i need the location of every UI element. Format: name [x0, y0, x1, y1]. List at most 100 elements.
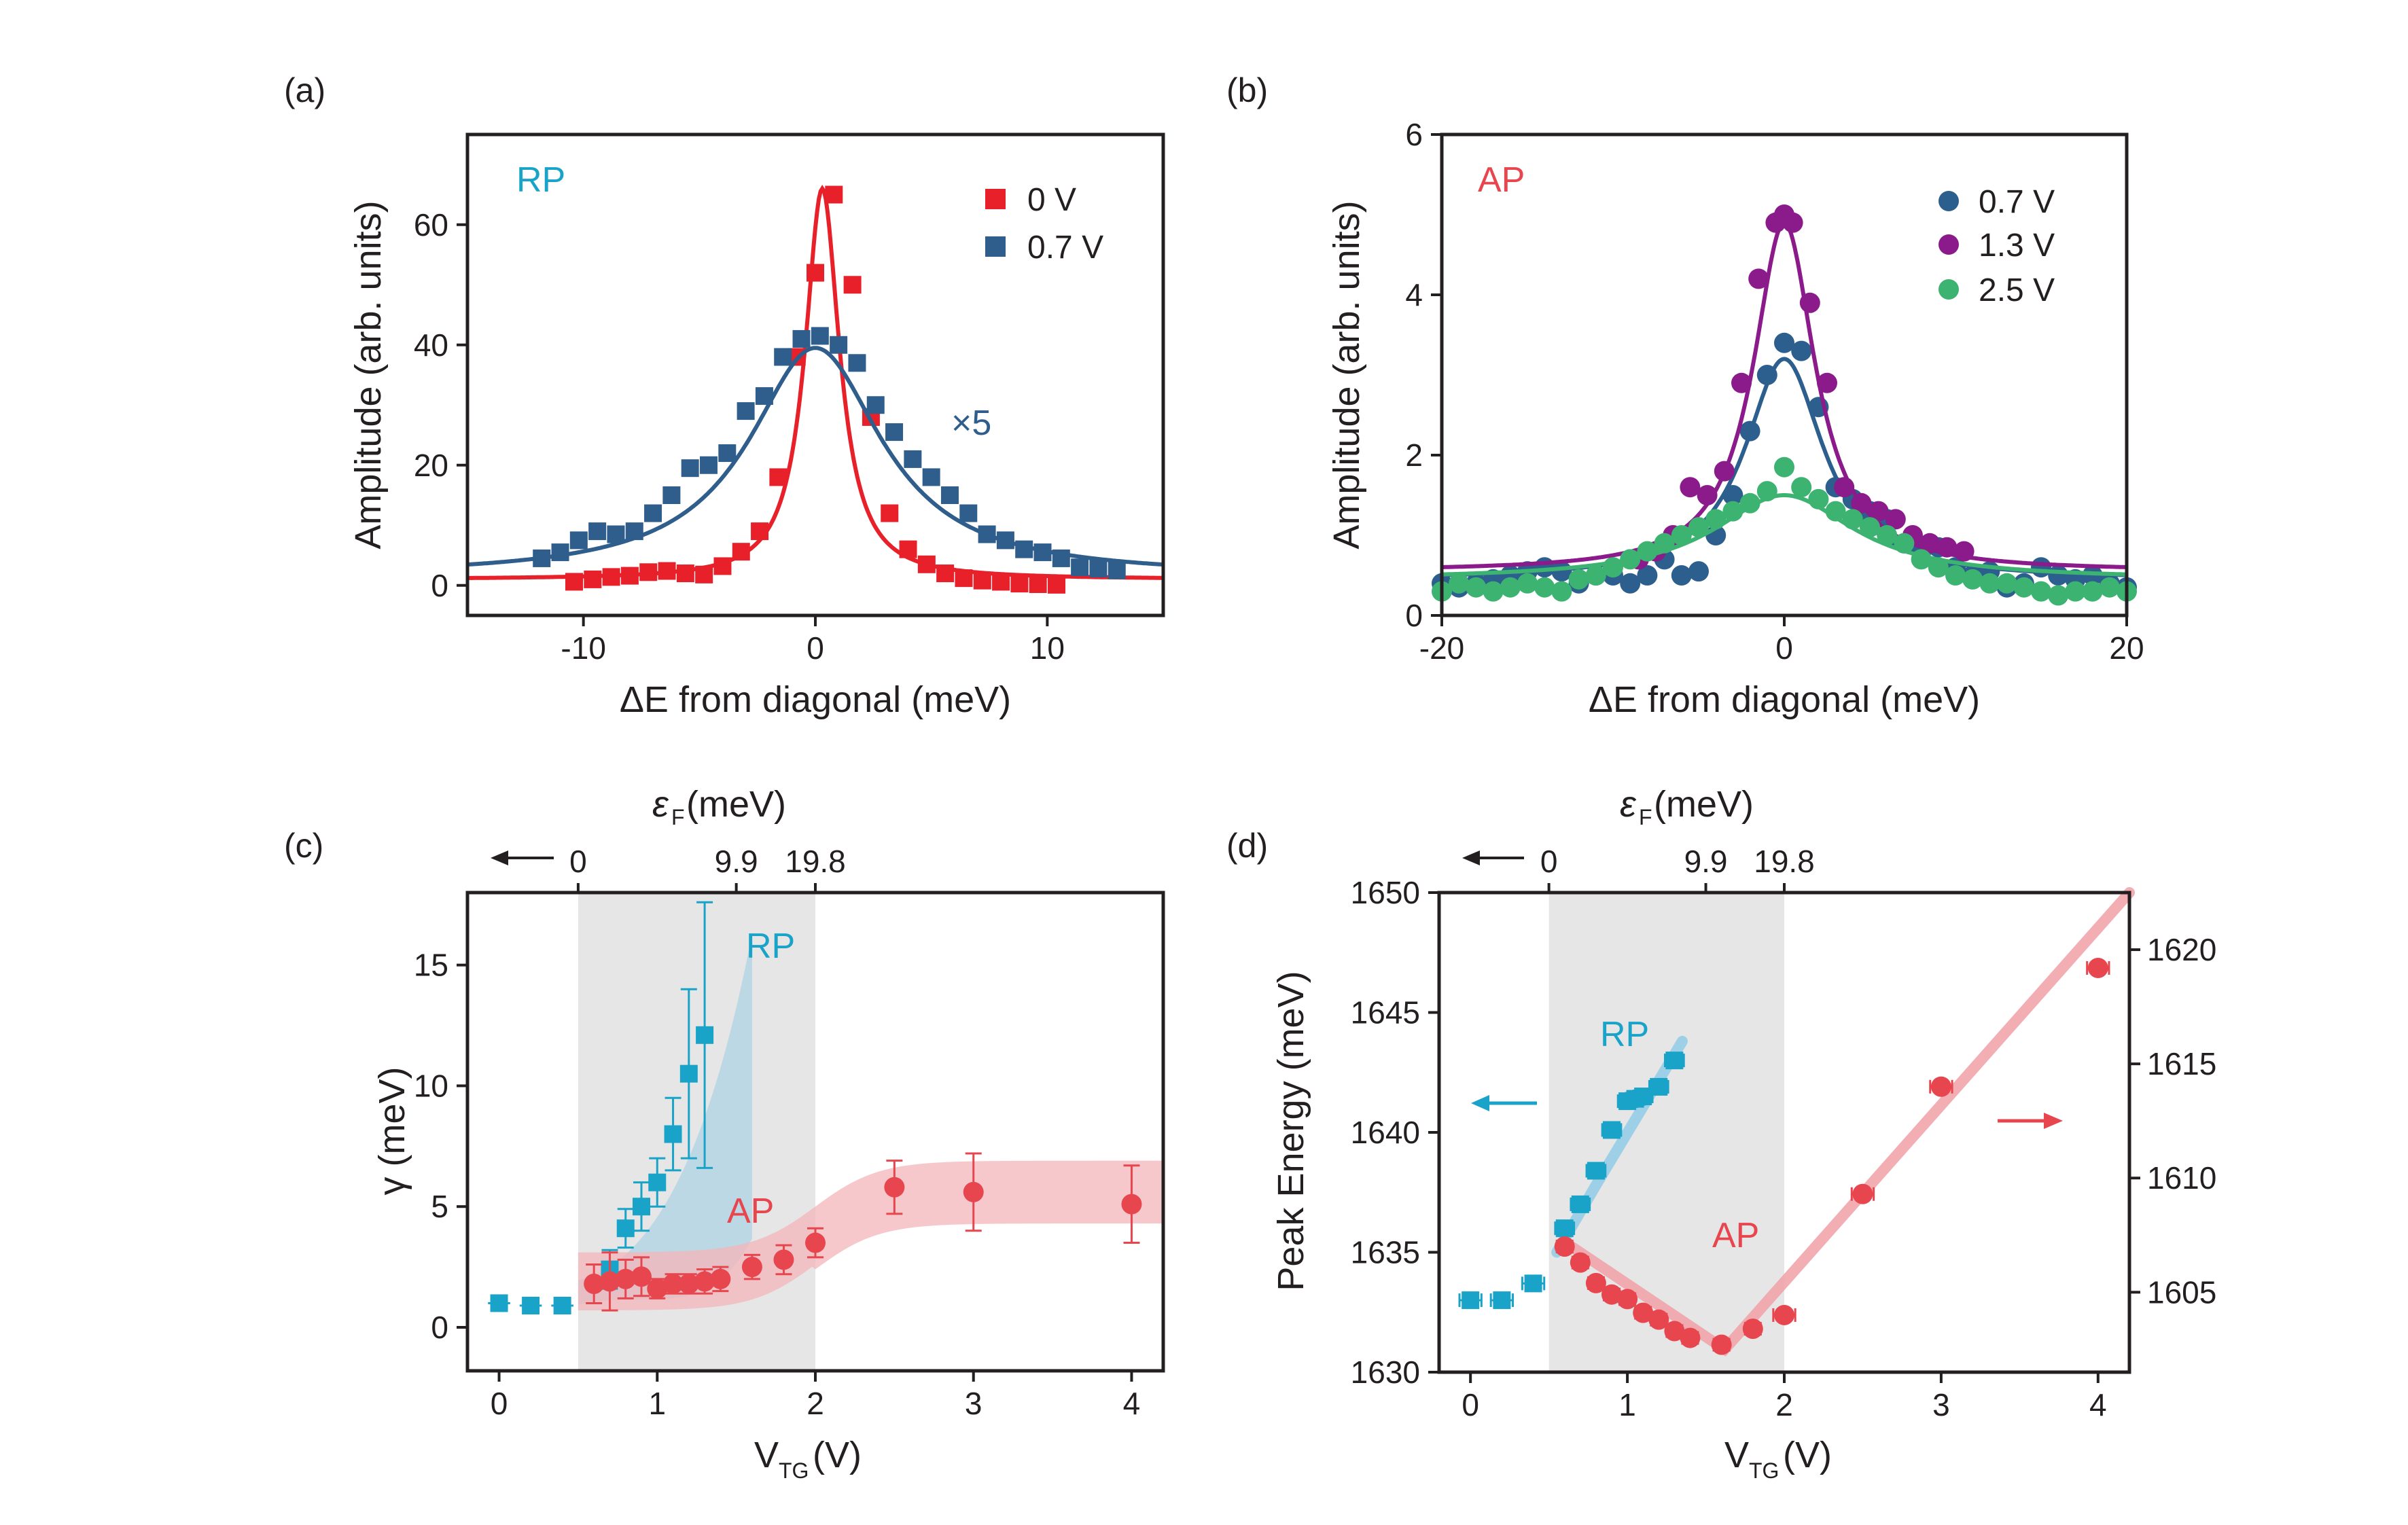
legend-marker-13v — [1938, 234, 1959, 255]
x-tick-label: 1 — [1618, 1387, 1636, 1422]
data-point-0.7V — [569, 531, 588, 550]
panel-c-xlabel-unit: (V) — [813, 1435, 862, 1475]
panel-c-xlabel: V TG (V) — [754, 1435, 862, 1483]
data-point-1.3V — [1868, 501, 1889, 522]
panel-d-rp-axis-arrow — [1471, 1095, 1537, 1111]
data-point-AP — [1680, 1327, 1701, 1348]
y-tick-label: 0 — [431, 568, 448, 603]
data-point-0.7V — [996, 531, 1014, 550]
data-point-RP — [1571, 1195, 1589, 1213]
panel-d-xlabel-sub: TG — [1749, 1458, 1779, 1483]
x-tick-label: -10 — [561, 630, 605, 666]
data-point-2.5V — [1483, 581, 1504, 602]
data-point-2.5V — [1585, 565, 1606, 586]
data-point-2.5V — [1996, 573, 2017, 594]
panel-a-mode-label: RP — [516, 160, 565, 200]
y-tick-label: 0 — [431, 1310, 448, 1345]
data-point-0.7V — [1015, 540, 1033, 558]
panel-c-label: (c) — [284, 827, 323, 865]
panel-b-label: (b) — [1226, 71, 1268, 109]
data-point-2.5V — [1637, 541, 1658, 562]
data-point-2.5V — [1945, 565, 1966, 586]
y-tick-label: 1635 — [1351, 1235, 1420, 1270]
x-tick-label: 4 — [2089, 1387, 2107, 1422]
data-point-AP — [741, 1257, 762, 1278]
shaded-region — [1548, 893, 1784, 1372]
panel-b-legend: 0.7 V 1.3 V 2.5 V — [1938, 184, 2055, 308]
y-tick-label: 4 — [1405, 277, 1423, 312]
y-tick-label: 0 — [1405, 598, 1423, 633]
data-point-2.5V — [2031, 581, 2051, 602]
data-point-RP — [1462, 1291, 1480, 1310]
data-point-AP — [694, 1271, 715, 1292]
panel-c-axes: 0 1 2 3 4 0 5 10 15 0 9.9 19.8 — [414, 844, 1140, 1421]
data-point-0.7V — [681, 459, 699, 478]
data-point-2.5V — [1979, 573, 2000, 594]
data-point-AP — [1648, 1309, 1669, 1330]
data-point-2.5V — [2065, 581, 2086, 602]
data-point-0.7V — [737, 402, 755, 420]
data-point-0.7V — [1089, 559, 1108, 577]
data-point-1.3V — [1851, 492, 1872, 514]
data-point-2.5V — [1894, 533, 1915, 554]
data-point-0V — [992, 573, 1010, 591]
data-point-2.5V — [1739, 492, 1760, 514]
panel-b-ylabel: Amplitude (arb. units) — [1326, 200, 1367, 549]
data-point-1.3V — [1731, 372, 1752, 393]
legend-label-13v: 1.3 V — [1979, 228, 2055, 264]
fit-curve-0V — [467, 185, 1164, 580]
y-tick-label: 1650 — [1351, 875, 1420, 910]
panel-c-xlabel-sub: TG — [779, 1458, 809, 1483]
panel-c-left-arrow — [491, 850, 554, 865]
data-point-AP — [615, 1268, 636, 1289]
data-point-0.7V — [533, 549, 551, 567]
data-point-0V — [881, 504, 899, 522]
legend-label-25v: 2.5 V — [1979, 272, 2055, 308]
data-point-2.5V — [1825, 501, 1846, 522]
data-point-RP — [664, 1125, 682, 1143]
x-tick-label: -20 — [1419, 630, 1464, 666]
y-tick-label: 1640 — [1351, 1115, 1420, 1150]
panel-d-xlabel-main: V — [1724, 1435, 1749, 1475]
panel-d-top-unit: (meV) — [1654, 784, 1754, 825]
data-point-AP — [1742, 1318, 1763, 1340]
y-tick-label: 5 — [431, 1189, 448, 1224]
data-point-AP — [710, 1268, 731, 1289]
data-point-AP — [1774, 1304, 1794, 1325]
panel-a-label: (a) — [284, 71, 325, 109]
panel-b-plot-area — [1432, 204, 2137, 606]
x-tick-label: 0 — [491, 1386, 508, 1421]
data-point-2.5V — [1654, 533, 1675, 554]
top-tick-label: 19.8 — [785, 844, 846, 879]
data-point-2.5V — [1860, 517, 1880, 538]
panel-c-top-symbol: ε — [652, 784, 669, 825]
data-point-RP — [616, 1219, 635, 1238]
data-point-2.5V — [1517, 573, 1538, 594]
data-point-RP — [522, 1297, 540, 1314]
data-point-2.5V — [1688, 517, 1709, 538]
y-tick-label: 6 — [1405, 117, 1423, 152]
data-point-0.7V — [551, 543, 569, 562]
data-point-1.3V — [1936, 537, 1958, 558]
data-point-AP — [678, 1274, 699, 1294]
panel-d-top-sub: F — [1639, 805, 1652, 829]
y-right-tick-label: 1605 — [2147, 1274, 2216, 1310]
data-point-2.5V — [1791, 477, 1812, 498]
data-point-0.7V — [940, 486, 959, 504]
data-point-AP — [805, 1232, 826, 1253]
data-point-AP — [631, 1266, 652, 1287]
y-tick-label: 1630 — [1351, 1354, 1420, 1390]
panel-c-xlabel-main: V — [754, 1435, 779, 1475]
data-point-2.5V — [2048, 585, 2069, 606]
data-point-0.7V — [830, 336, 848, 354]
data-point-RP — [1493, 1291, 1511, 1310]
data-point-1.3V — [1834, 477, 1855, 498]
data-point-0.7V — [978, 525, 996, 543]
panel-d-rp-arrow-head — [1471, 1095, 1489, 1111]
panel-a-ylabel: Amplitude (arb. units) — [348, 200, 389, 549]
data-point-AP — [2087, 957, 2108, 978]
panel-c-rp-label: RP — [746, 927, 795, 966]
data-point-2.5V — [1671, 525, 1692, 545]
